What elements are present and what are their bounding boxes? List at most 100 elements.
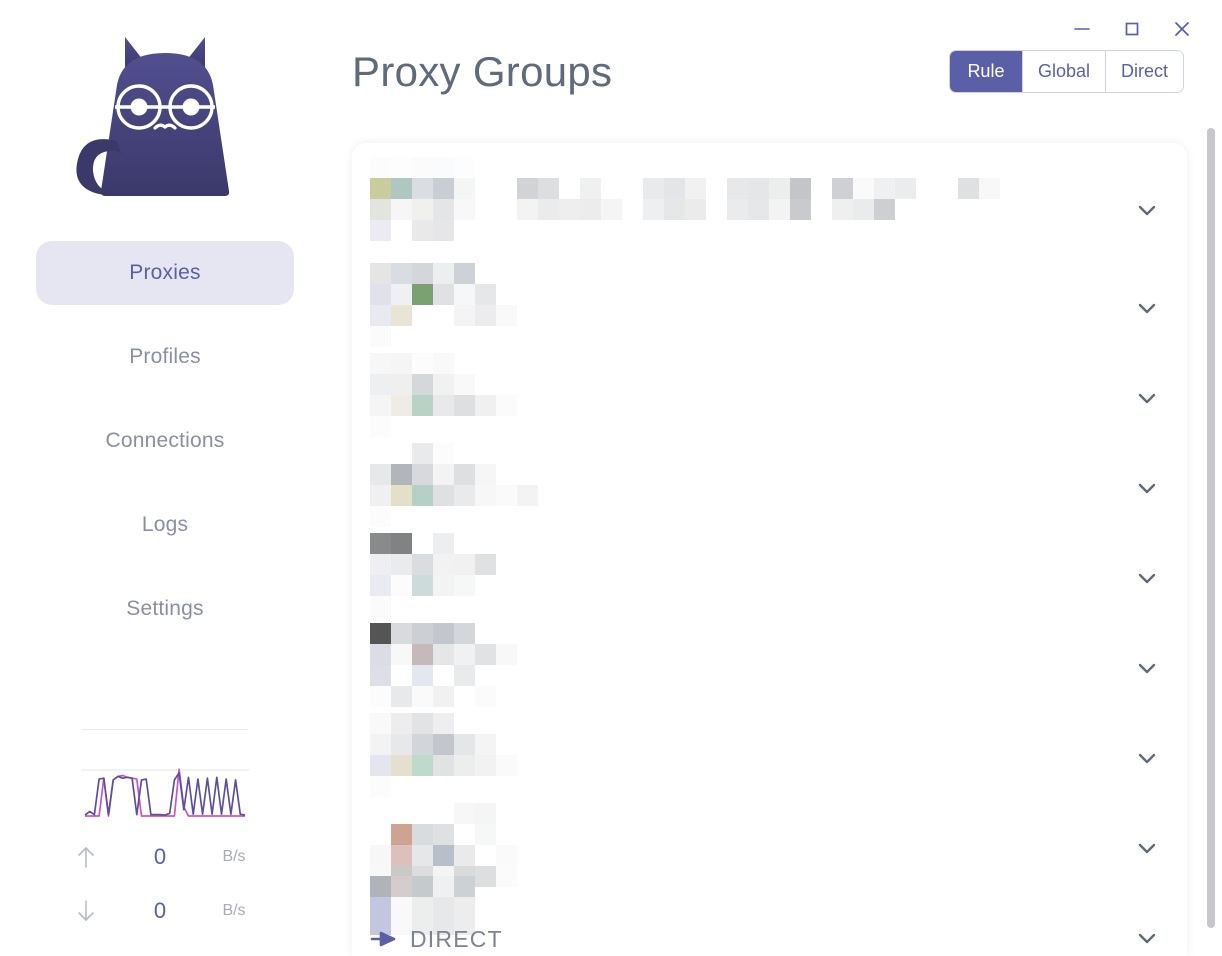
mosaic-block: [853, 178, 874, 199]
sidebar-item-profiles[interactable]: Profiles: [36, 325, 294, 389]
sidebar-item-connections[interactable]: Connections: [36, 409, 294, 473]
arrow-up-icon: [50, 844, 122, 870]
chevron-down-icon[interactable]: [1125, 197, 1169, 223]
chevron-down-icon[interactable]: [1125, 835, 1169, 861]
mosaic-block: [433, 644, 454, 665]
list-scrollbar-thumb[interactable]: [1207, 128, 1215, 928]
proxy-group-row[interactable]: [352, 713, 1187, 803]
mosaic-block: [412, 755, 433, 776]
mosaic-block: [370, 734, 391, 755]
upload-speed-value: 0: [153, 844, 167, 869]
proxy-group-row[interactable]: [352, 263, 1187, 353]
mosaic-block: [475, 284, 496, 305]
mosaic-block: [412, 686, 433, 707]
mosaic-block: [601, 199, 622, 220]
redacted-group-label: [370, 623, 1125, 713]
mosaic-block: [748, 178, 769, 199]
mosaic-block: [391, 554, 412, 575]
sidebar-item-settings[interactable]: Settings: [36, 577, 294, 641]
mosaic-block: [370, 644, 391, 665]
mosaic-block: [832, 178, 853, 199]
mosaic-block: [412, 178, 433, 199]
chevron-down-icon[interactable]: [1125, 475, 1169, 501]
list-scrollbar[interactable]: [1206, 110, 1216, 956]
mosaic-block: [475, 824, 496, 845]
mosaic-block: [433, 533, 454, 554]
mosaic-block: [433, 157, 454, 178]
mosaic-block: [496, 845, 517, 866]
mosaic-block: [454, 623, 475, 644]
mosaic-block: [391, 623, 412, 644]
mosaic-block: [433, 263, 454, 284]
mosaic-block: [454, 803, 475, 824]
mosaic-block: [391, 178, 412, 199]
close-button[interactable]: [1160, 10, 1204, 48]
mosaic-block: [391, 199, 412, 220]
mosaic-block: [412, 554, 433, 575]
mosaic-block: [517, 178, 538, 199]
mosaic-block: [391, 374, 412, 395]
mode-button-direct[interactable]: Direct: [1105, 51, 1183, 92]
mosaic-block: [370, 326, 391, 347]
mosaic-block: [790, 199, 811, 220]
minimize-button[interactable]: [1060, 10, 1104, 48]
mosaic-block: [769, 199, 790, 220]
mosaic-block: [433, 845, 454, 866]
mode-button-rule[interactable]: Rule: [949, 51, 1023, 92]
proxy-group-row[interactable]: [352, 157, 1187, 263]
chevron-down-icon[interactable]: [1125, 745, 1169, 771]
chevron-down-icon[interactable]: [1125, 295, 1169, 321]
mosaic-block: [454, 263, 475, 284]
mosaic-block: [370, 199, 391, 220]
mosaic-block: [433, 623, 454, 644]
mosaic-block: [664, 199, 685, 220]
redacted-group-label: [370, 713, 1125, 803]
mosaic-block: [433, 897, 454, 918]
mosaic-block: [454, 734, 475, 755]
sidebar-item-logs[interactable]: Logs: [36, 493, 294, 557]
proxy-group-row[interactable]: [352, 623, 1187, 713]
page-title: Proxy Groups: [352, 47, 613, 95]
mosaic-block: [412, 157, 433, 178]
mosaic-block: [433, 686, 454, 707]
mosaic-block: [433, 284, 454, 305]
mosaic-block: [685, 178, 706, 199]
mosaic-block: [370, 713, 391, 734]
proxy-group-row[interactable]: [352, 353, 1187, 443]
mosaic-block: [412, 443, 433, 464]
proxy-group-row[interactable]: [352, 533, 1187, 623]
mosaic-block: [370, 284, 391, 305]
mosaic-block: [454, 199, 475, 220]
sidebar-item-proxies[interactable]: Proxies: [36, 241, 294, 305]
mosaic-block: [412, 845, 433, 866]
mosaic-block: [517, 199, 538, 220]
mosaic-block: [391, 897, 412, 918]
traffic-sparkline: [81, 758, 249, 820]
mode-button-global[interactable]: Global: [1022, 51, 1106, 92]
sidebar-item-label: Proxies: [129, 261, 201, 284]
mosaic-block: [454, 665, 475, 686]
mosaic-block: [391, 284, 412, 305]
mosaic-block: [454, 464, 475, 485]
mosaic-block: [475, 305, 496, 326]
mosaic-block: [391, 713, 412, 734]
mosaic-block: [370, 485, 391, 506]
mosaic-block: [370, 263, 391, 284]
mode-button-label: Rule: [967, 61, 1005, 81]
mosaic-block: [958, 178, 979, 199]
mosaic-block: [496, 644, 517, 665]
mosaic-block: [559, 199, 580, 220]
direct-entry[interactable]: DIRECT: [370, 876, 790, 956]
mosaic-block: [412, 734, 433, 755]
mosaic-block: [853, 199, 874, 220]
mosaic-block: [370, 755, 391, 776]
mosaic-block: [433, 914, 454, 935]
chevron-down-icon[interactable]: [1125, 925, 1169, 951]
maximize-button[interactable]: [1110, 10, 1154, 48]
proxy-groups-card: DIRECT: [352, 143, 1187, 956]
chevron-down-icon[interactable]: [1125, 565, 1169, 591]
mosaic-block: [433, 755, 454, 776]
proxy-group-row[interactable]: [352, 443, 1187, 533]
chevron-down-icon[interactable]: [1125, 385, 1169, 411]
chevron-down-icon[interactable]: [1125, 655, 1169, 681]
